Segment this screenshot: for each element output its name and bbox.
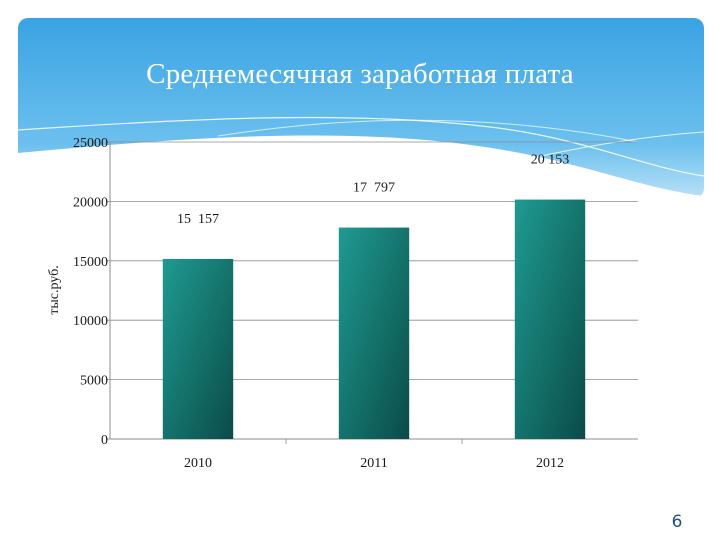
y-axis-label: тыс.руб.	[47, 265, 62, 315]
y-tick-label: 20000	[73, 195, 108, 210]
x-tick-label: 2010	[184, 456, 212, 471]
y-tick-label: 15000	[73, 255, 108, 270]
bar-2010	[162, 258, 234, 439]
y-tick-label: 0	[101, 433, 108, 448]
bar-2011	[338, 227, 410, 439]
bars	[162, 199, 586, 439]
y-tick-label: 10000	[73, 314, 108, 329]
data-label-2010: 15 157	[177, 212, 219, 227]
x-tick-label: 2012	[536, 456, 564, 471]
bar-2012	[514, 199, 586, 439]
y-tick-label: 5000	[80, 374, 108, 389]
x-tick-label: 2011	[360, 456, 387, 471]
data-label-2011: 17 797	[353, 181, 395, 196]
slide-title: Среднемесячная заработная плата	[146, 58, 574, 90]
data-label-2012: 20 153	[531, 153, 570, 168]
labels: 0 5000 10000 15000 20000 25000 2010 15 157 2011 1…	[73, 136, 569, 471]
header-banner-graphic	[18, 18, 704, 198]
y-tick-label: 25000	[73, 136, 108, 151]
slide-header-banner	[18, 18, 704, 198]
page-number: 6	[671, 512, 683, 532]
